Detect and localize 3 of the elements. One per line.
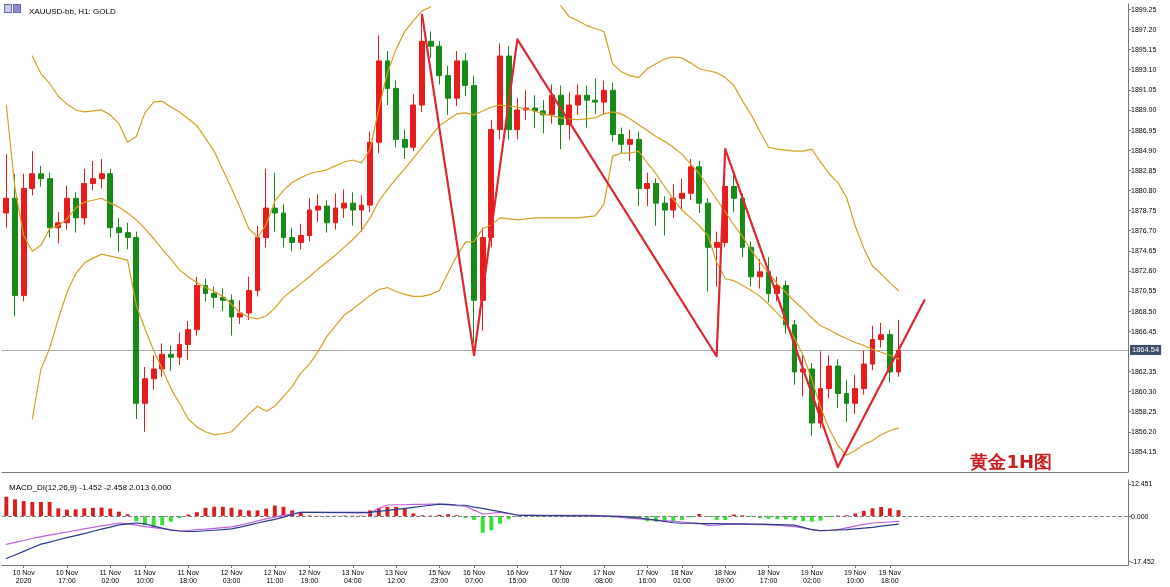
chart-title: MACD_DI(12,26,9) -1.452 -2.458 2.013 0.000 <box>9 482 172 492</box>
annotation: 黄金1H图 <box>969 450 1052 472</box>
chart-title: XAUUSD-bb, H1: GOLD <box>29 6 116 16</box>
